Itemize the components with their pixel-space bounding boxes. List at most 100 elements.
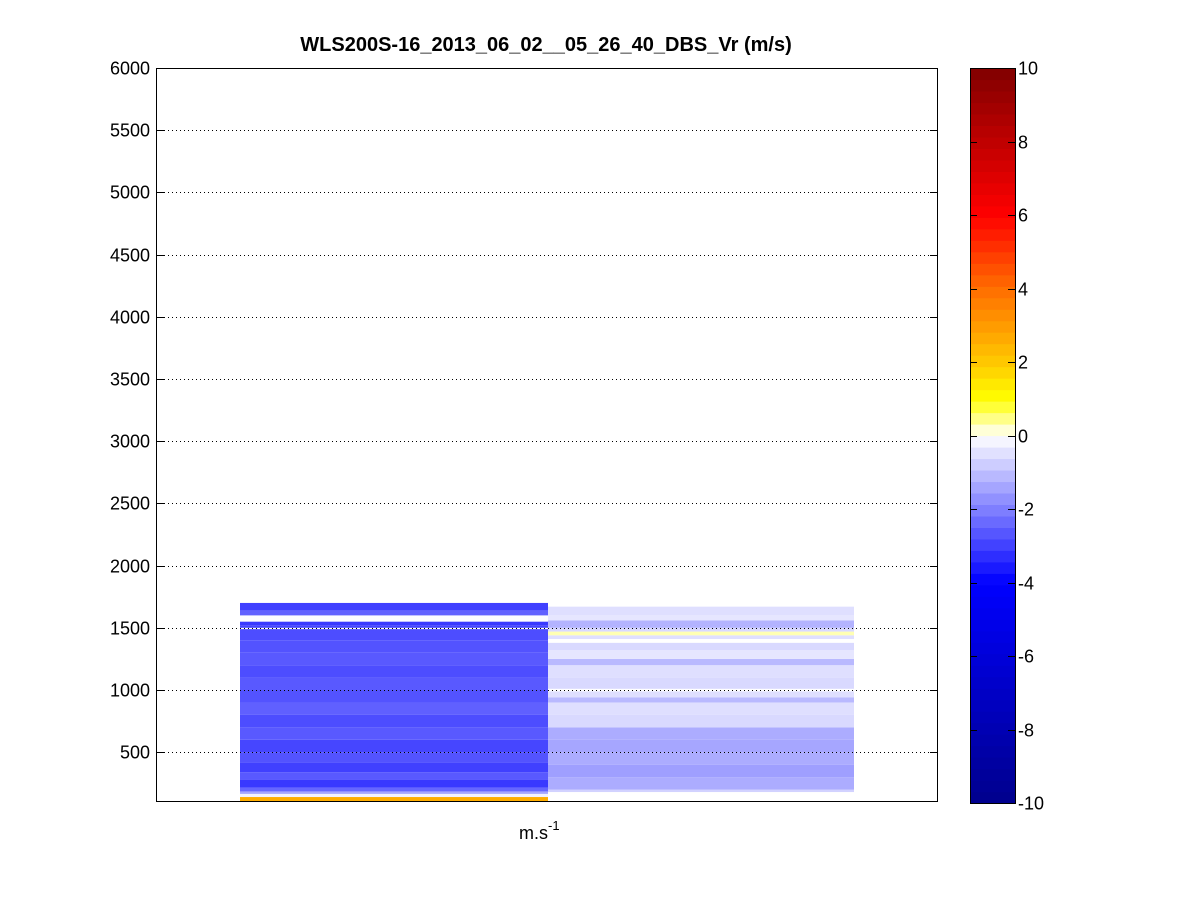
heatmap-cell	[548, 620, 854, 628]
colorbar-tick-label: 2	[1018, 353, 1028, 373]
heatmap-cell	[240, 610, 548, 616]
colorbar-segment	[970, 481, 1015, 494]
heatmap-cell	[548, 639, 854, 643]
colorbar-segment	[970, 458, 1015, 471]
colorbar-segment	[970, 366, 1015, 379]
colorbar-segment	[970, 159, 1015, 172]
heatmap-cell	[548, 777, 854, 790]
y-tick-label: 4500	[110, 246, 150, 266]
heatmap-cell	[548, 691, 854, 698]
colorbar-segment	[970, 791, 1015, 804]
chart-title: WLS200S-16_2013_06_02__05_26_40_DBS_Vr (…	[300, 34, 791, 56]
colorbar-cells	[970, 68, 1015, 804]
heatmap-cell	[548, 627, 854, 632]
colorbar-segment	[970, 148, 1015, 161]
colorbar-segment	[970, 320, 1015, 333]
colorbar-segment	[970, 355, 1015, 368]
heatmap-cell	[240, 702, 548, 715]
y-tick-label: 6000	[110, 59, 150, 79]
colorbar-segment	[970, 527, 1015, 540]
heatmap-cell	[240, 797, 548, 802]
heatmap-cell	[548, 665, 854, 678]
heatmap-cell	[240, 602, 548, 611]
colorbar-ticks: -10 -8 -6 -4 -2 0 2 4 6 8 10	[970, 59, 1044, 814]
colorbar-segment	[970, 653, 1015, 666]
colorbar-segment	[970, 780, 1015, 793]
heatmap-cell	[240, 677, 548, 691]
heatmap-cell	[240, 652, 548, 666]
heatmap-cell	[548, 606, 854, 616]
heatmap-cell	[548, 650, 854, 659]
colorbar-segment	[970, 745, 1015, 758]
colorbar-segment	[970, 734, 1015, 747]
colorbar-tick-label: 10	[1018, 59, 1038, 79]
heatmap-cell	[548, 752, 854, 765]
heatmap-cell	[240, 625, 548, 628]
colorbar-segment	[970, 642, 1015, 655]
heatmap-cell	[548, 642, 854, 651]
colorbar-segment	[970, 251, 1015, 264]
colorbar-tick-label: -2	[1018, 500, 1034, 520]
heatmap-cell	[240, 772, 548, 780]
colorbar-segment	[970, 492, 1015, 506]
heatmap-cell	[548, 727, 854, 740]
colorbar-segment	[970, 550, 1015, 563]
y-tick-label: 5500	[110, 121, 150, 141]
heatmap-cell	[240, 615, 548, 622]
colorbar-segment	[970, 136, 1015, 149]
colorbar-segment	[970, 504, 1015, 517]
colorbar-segment	[970, 79, 1015, 92]
y-tick-label: 1500	[110, 619, 150, 639]
colorbar-segment	[970, 584, 1015, 597]
colorbar-segment	[970, 768, 1015, 781]
y-axis-ticks: 500 1000 1500 2000 2500 3000 3500 4000 4500 5000 5…	[110, 59, 938, 763]
heatmap-cell	[240, 640, 548, 653]
colorbar-segment	[970, 424, 1015, 437]
colorbar-segment	[970, 194, 1015, 207]
colorbar-segment	[970, 102, 1015, 115]
colorbar-tick-label: 4	[1018, 280, 1028, 300]
y-tick-label: 1000	[110, 681, 150, 701]
heatmap-cell	[240, 739, 548, 753]
colorbar-segment	[970, 125, 1015, 138]
colorbar-segment	[970, 711, 1015, 724]
colorbar-segment	[970, 435, 1015, 448]
colorbar-tick-label: 8	[1018, 133, 1028, 153]
colorbar-segment	[970, 228, 1015, 241]
colorbar-segment	[970, 561, 1015, 574]
heatmap-cell	[240, 787, 548, 792]
colorbar-tick-label: 6	[1018, 206, 1028, 226]
heatmap-cell	[548, 615, 854, 621]
colorbar-segment	[970, 205, 1015, 218]
plot-area: 500 1000 1500 2000 2500 3000 3500 4000 4500 5000 5…	[110, 59, 938, 802]
colorbar-segment	[970, 676, 1015, 689]
heatmap-cell	[548, 739, 854, 753]
colorbar-segment	[970, 665, 1015, 678]
colorbar-segment	[970, 274, 1015, 287]
colorbar-segment	[970, 757, 1015, 770]
colorbar-tick-label: -8	[1018, 721, 1034, 741]
heatmap-cell	[240, 762, 548, 773]
y-tick-label: 4000	[110, 308, 150, 328]
y-tick-label: 5000	[110, 183, 150, 203]
heatmap-cell	[548, 764, 854, 778]
colorbar-segment	[970, 113, 1015, 127]
colorbar-segment	[970, 343, 1015, 356]
heatmap-cell	[548, 789, 854, 793]
colorbar-segment	[970, 699, 1015, 712]
heatmap-cell	[240, 665, 548, 678]
colorbar-tick-label: 0	[1018, 427, 1028, 447]
heatmap-cell	[548, 631, 854, 636]
colorbar-segment	[970, 596, 1015, 609]
colorbar-segment	[970, 619, 1015, 632]
colorbar-tick-label: -6	[1018, 647, 1034, 667]
y-tick-label: 2000	[110, 557, 150, 577]
colorbar-segment	[970, 607, 1015, 620]
heatmap-cell	[240, 779, 548, 788]
plot-frame	[156, 68, 938, 802]
colorbar-segment	[970, 688, 1015, 701]
colorbar: -10 -8 -6 -4 -2 0 2 4 6 8 10	[970, 59, 1044, 814]
colorbar-segment	[970, 412, 1015, 425]
colorbar-segment	[970, 286, 1015, 299]
